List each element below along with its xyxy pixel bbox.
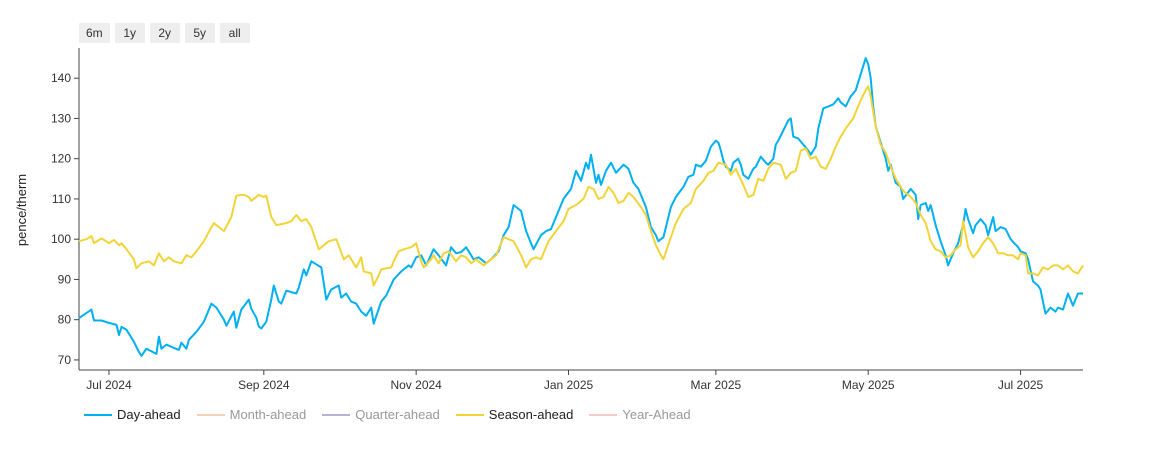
range-button-5y[interactable]: 5y xyxy=(184,23,215,43)
x-tick-label: May 2025 xyxy=(842,378,895,392)
range-button-2y[interactable]: 2y xyxy=(149,23,180,43)
legend-item-year-ahead[interactable]: Year-Ahead xyxy=(589,407,691,422)
legend-item-season-ahead[interactable]: Season-ahead xyxy=(455,407,574,422)
series-line-day-ahead xyxy=(78,57,1083,357)
y-axis-title: pence/therm xyxy=(14,174,29,246)
x-tick-label: Nov 2024 xyxy=(390,378,442,392)
range-button-6m[interactable]: 6m xyxy=(79,23,110,43)
chart-legend: Day-ahead Month-ahead Quarter-ahead Season-… xyxy=(84,407,691,422)
x-tick-label: Jan 2025 xyxy=(544,378,594,392)
legend-item-month-ahead[interactable]: Month-ahead xyxy=(196,407,307,422)
y-tick-label: 90 xyxy=(58,272,72,286)
legend-label: Quarter-ahead xyxy=(355,407,440,422)
y-tick-label: 70 xyxy=(58,353,72,367)
y-tick-label: 120 xyxy=(51,152,71,166)
chart-series xyxy=(78,57,1084,357)
y-tick-label: 130 xyxy=(51,111,71,125)
legend-swatch xyxy=(322,413,351,416)
legend-label: Day-ahead xyxy=(117,407,181,422)
legend-swatch xyxy=(455,413,484,416)
legend-label: Month-ahead xyxy=(229,407,307,422)
y-tick-label: 80 xyxy=(58,313,72,327)
range-button-1y[interactable]: 1y xyxy=(114,23,145,43)
range-button-all[interactable]: all xyxy=(219,23,250,43)
x-tick-label: Jul 2024 xyxy=(86,378,132,392)
range-selector: 6m 1y 2y 5y all xyxy=(79,23,250,43)
legend-item-day-ahead[interactable]: Day-ahead xyxy=(84,407,181,422)
y-tick-label: 140 xyxy=(51,71,71,85)
legend-label: Year-Ahead xyxy=(622,407,691,422)
series-line-season-ahead xyxy=(78,85,1084,287)
x-tick-label: Sep 2024 xyxy=(238,378,290,392)
price-chart: 70 80 90 100 110 120 130 140 Jul 2024 Sep 2024 Nov… xyxy=(14,48,1084,392)
legend-label: Season-ahead xyxy=(488,407,574,422)
legend-item-quarter-ahead[interactable]: Quarter-ahead xyxy=(322,407,440,422)
chart-axes: 70 80 90 100 110 120 130 140 Jul 2024 Sep 2024 Nov… xyxy=(51,48,1083,392)
y-tick-label: 110 xyxy=(52,192,71,206)
x-tick-label: Jul 2025 xyxy=(998,378,1044,392)
y-tick-label: 100 xyxy=(51,232,71,246)
legend-swatch xyxy=(589,413,618,416)
legend-swatch xyxy=(196,413,225,416)
legend-swatch xyxy=(84,413,112,416)
x-tick-label: Mar 2025 xyxy=(691,378,742,392)
